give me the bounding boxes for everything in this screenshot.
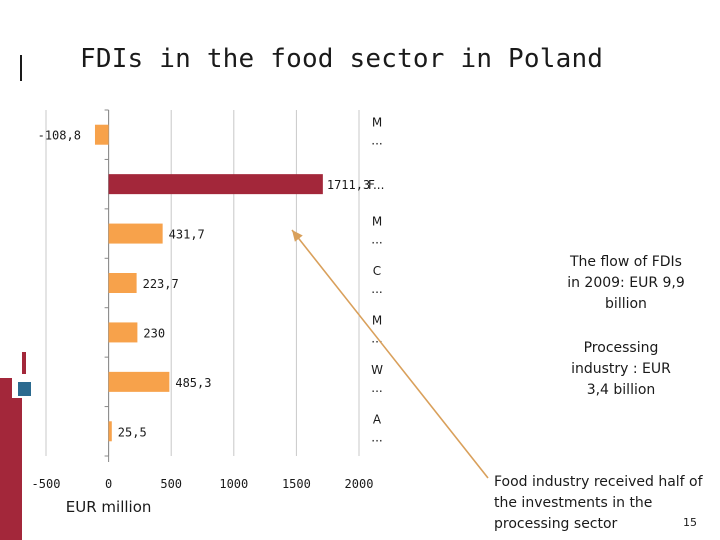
left-red-block [0, 378, 12, 398]
x-tick-label-1: 0 [105, 477, 112, 491]
category-label-2: M [372, 215, 382, 229]
category-label-3: C [373, 264, 381, 278]
x-tick-label-4: 1500 [282, 477, 311, 491]
chart-gridlines [45, 109, 360, 462]
x-tick-label-2: 500 [160, 477, 182, 491]
annotation-arrow-layer [291, 229, 489, 479]
data-label-0: -108,8 [38, 129, 81, 143]
bar-2 [108, 223, 163, 244]
chart-labels: -108,8 M... 1711,3F... 431,7 M... 223,7 C... 23… [32, 116, 385, 516]
title-accent-bar [20, 55, 22, 81]
x-tick-label-3: 1000 [219, 477, 248, 491]
data-label-6: 25,5 [118, 425, 147, 439]
food-industry-note: Food industry received half of the inves… [494, 474, 703, 532]
bar-3 [108, 273, 137, 293]
x-tick-label-0: -500 [32, 477, 61, 491]
annotation-arrow-line [291, 229, 489, 479]
fdi-flow-note: The flow of FDIs in 2009: EUR 9,9 billio… [567, 254, 685, 312]
page-number: 15 [683, 516, 697, 529]
chart-bars [94, 124, 323, 442]
data-label-5: 485,3 [175, 376, 211, 390]
data-label-3: 223,7 [143, 277, 179, 291]
category-label-ellipsis-5: ... [371, 381, 382, 395]
data-label-4: 230 [143, 326, 165, 340]
page-title: FDIs in the food sector in Poland [80, 44, 604, 74]
category-label-1: F... [368, 178, 384, 192]
bar-4 [108, 322, 138, 343]
left-red-stripe [0, 398, 22, 540]
category-label-ellipsis-0: ... [371, 134, 382, 148]
left-blue-square [18, 382, 31, 396]
bar-6 [108, 421, 112, 442]
data-label-2: 431,7 [169, 228, 205, 242]
data-label-1: 1711,3 [327, 178, 370, 192]
left-red-tick [22, 352, 26, 374]
bar-0 [94, 124, 109, 145]
annotation-arrow-head [292, 230, 303, 242]
x-tick-label-5: 2000 [345, 477, 374, 491]
category-label-ellipsis-6: ... [371, 430, 382, 444]
category-label-5: W [371, 363, 383, 377]
processing-industry-note: Processing industry : EUR 3,4 billion [571, 340, 671, 398]
category-label-ellipsis-3: ... [371, 282, 382, 296]
category-label-6: A [373, 412, 382, 426]
x-axis-title: EUR million [66, 498, 152, 516]
category-label-0: M [372, 116, 382, 130]
category-label-4: M [372, 313, 382, 327]
bar-5 [108, 371, 170, 392]
category-label-ellipsis-2: ... [371, 233, 382, 247]
bar-1 [108, 174, 323, 195]
